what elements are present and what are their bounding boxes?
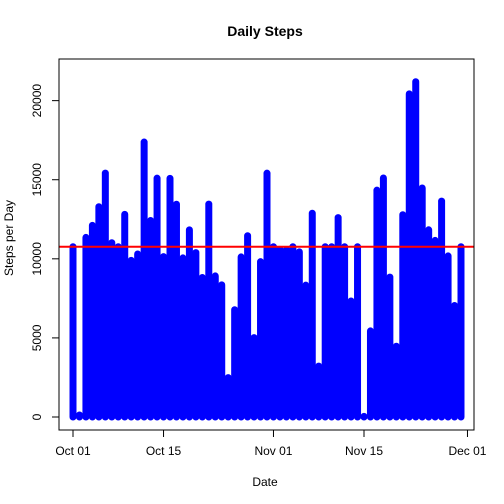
y-tick-label: 15000 xyxy=(30,163,44,197)
y-tick-label: 10000 xyxy=(30,242,44,276)
y-axis-label: Steps per Day xyxy=(2,200,16,276)
bars-group xyxy=(69,78,465,421)
y-axis: 0 5000 10000 15000 20000 xyxy=(30,84,60,420)
x-tick-label: Oct 01 xyxy=(55,444,91,458)
x-axis: Oct 01 Oct 15 Nov 01 Nov 15 Dec 01 xyxy=(55,429,487,458)
x-tick-label: Nov 15 xyxy=(345,444,383,458)
x-tick-label: Dec 01 xyxy=(448,444,486,458)
x-tick-label: Oct 15 xyxy=(146,444,182,458)
x-axis-label: Date xyxy=(252,475,278,489)
y-tick-label: 5000 xyxy=(30,324,44,351)
y-tick-label: 0 xyxy=(30,413,44,420)
x-tick-label: Nov 01 xyxy=(254,444,292,458)
chart-title: Daily Steps xyxy=(227,23,303,39)
y-tick-label: 20000 xyxy=(30,84,44,118)
